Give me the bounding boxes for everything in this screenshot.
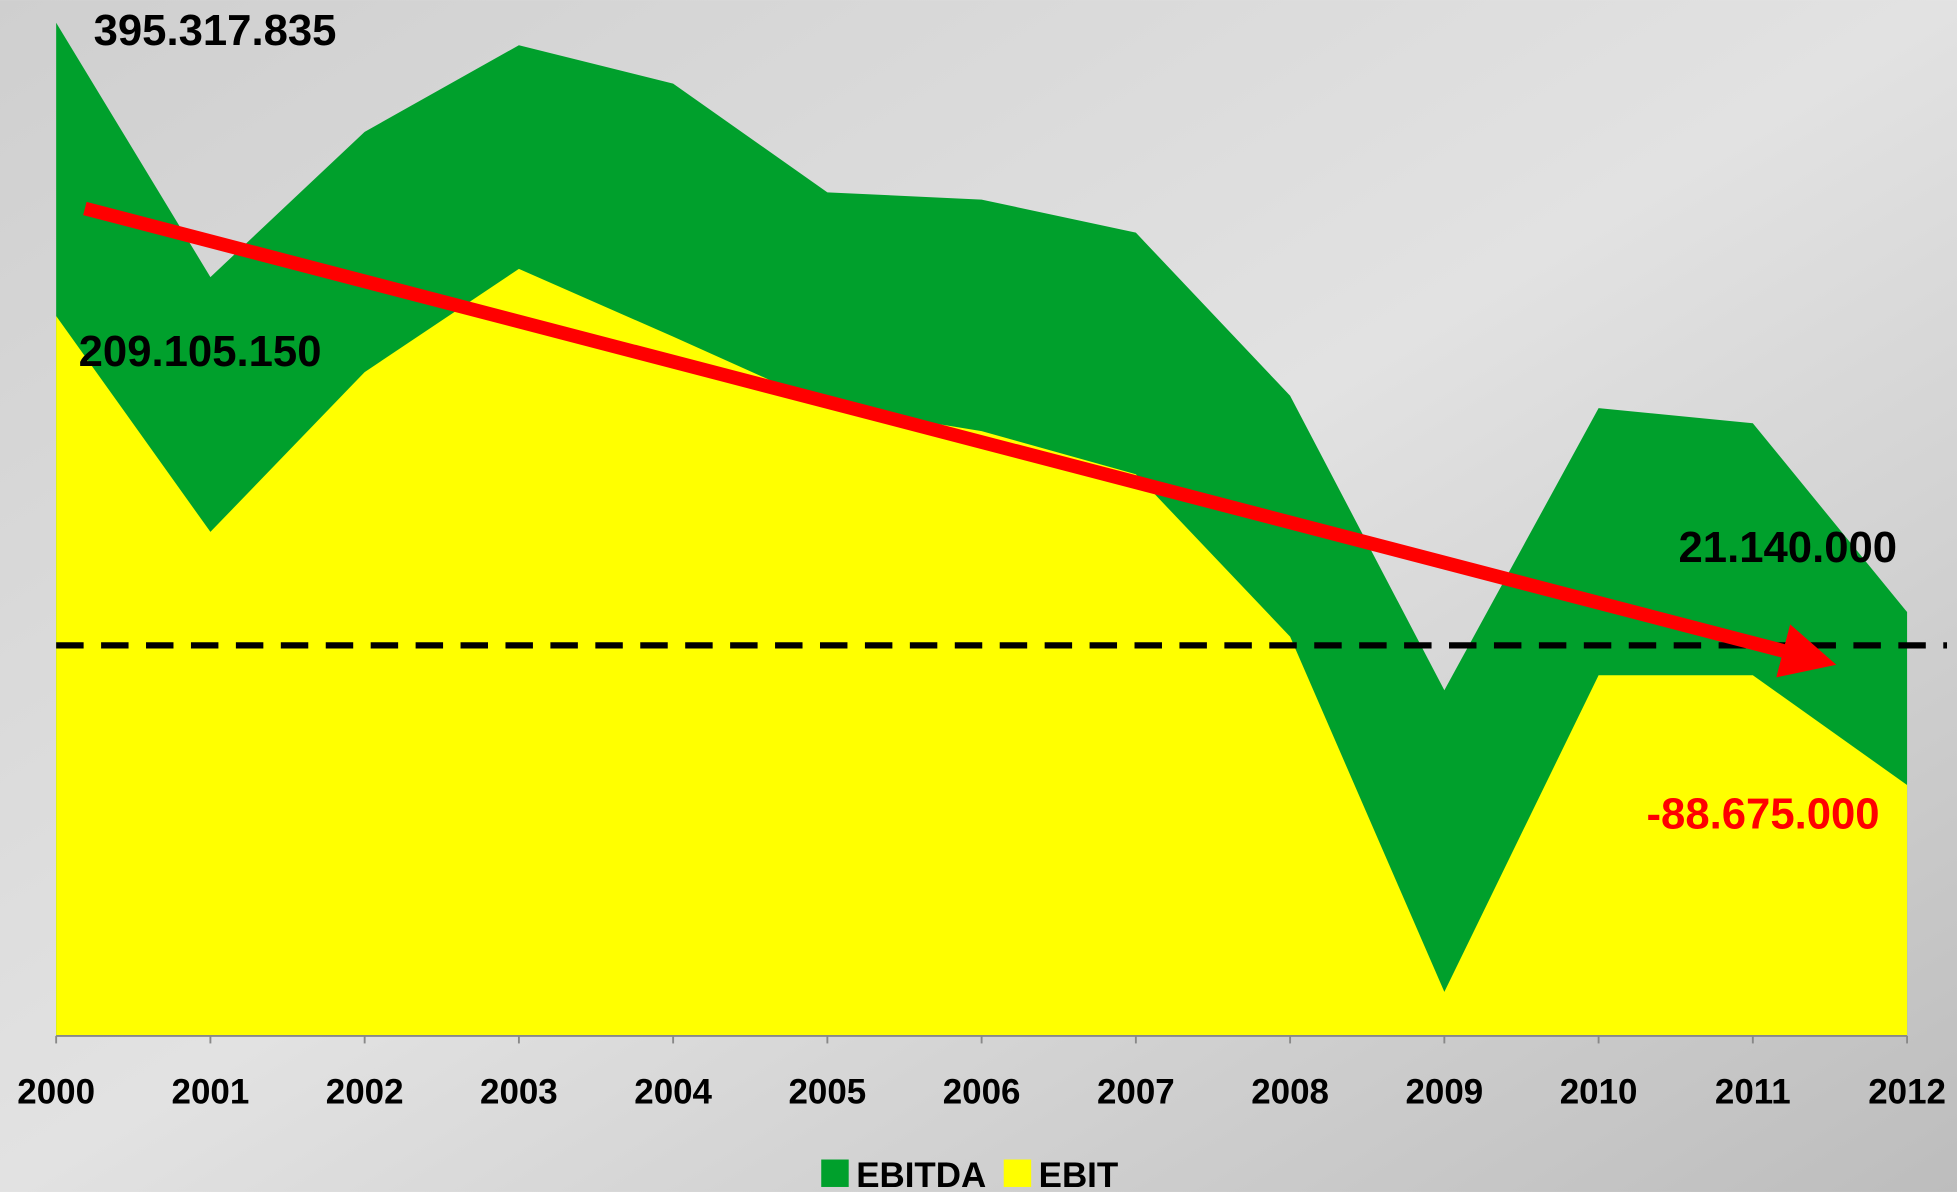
value-label: 395.317.835: [94, 6, 337, 55]
chart: 2000 2001 2002 2003 2004 2005 2006 2007 2008 2009…: [0, 0, 1957, 1192]
x-tick-label: 2005: [789, 1072, 867, 1111]
x-tick-label: 2002: [326, 1072, 404, 1111]
x-tick-label: 2010: [1560, 1072, 1638, 1111]
x-tick-label: 2000: [17, 1072, 95, 1111]
x-tick-label: 2007: [1097, 1072, 1175, 1111]
legend-label: EBIT: [1039, 1156, 1119, 1192]
x-tick-label: 2011: [1715, 1072, 1791, 1111]
x-tick-label: 2006: [943, 1072, 1021, 1111]
x-tick-label: 2003: [480, 1072, 558, 1111]
value-label: 209.105.150: [79, 327, 322, 376]
x-tick-label: 2009: [1405, 1072, 1483, 1111]
legend-swatch: [821, 1160, 848, 1187]
value-label: 21.140.000: [1679, 523, 1898, 572]
x-tick-label: 2008: [1251, 1072, 1329, 1111]
legend-swatch: [1004, 1160, 1031, 1187]
x-tick-label: 2004: [634, 1072, 712, 1111]
x-tick-label: 2012: [1868, 1072, 1946, 1111]
value-label: -88.675.000: [1646, 790, 1879, 839]
legend-label: EBITDA: [856, 1156, 986, 1192]
x-tick-label: 2001: [172, 1072, 250, 1111]
